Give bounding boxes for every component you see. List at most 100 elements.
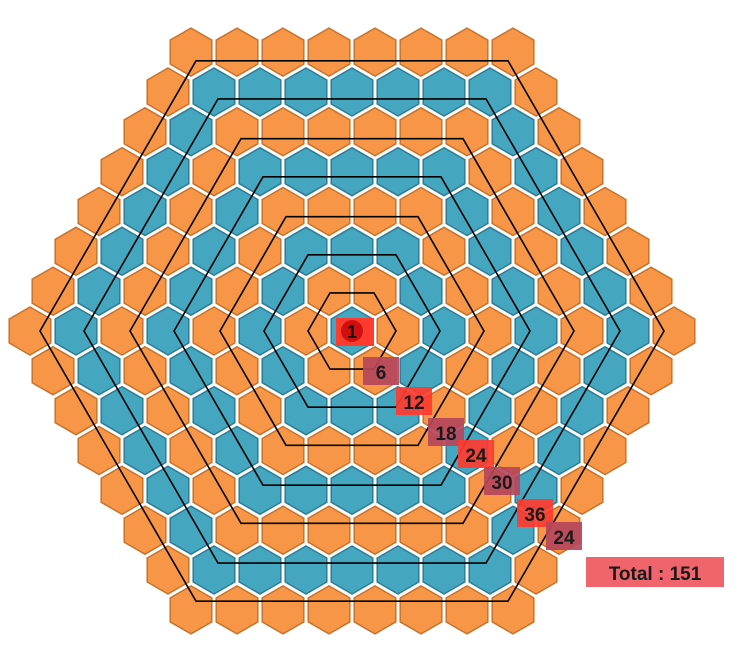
hex-cell [146, 67, 190, 117]
hex-cell [192, 465, 236, 516]
hex-cell [54, 306, 98, 356]
hex-cell [583, 266, 627, 317]
hex-cell [261, 585, 305, 635]
hex-cell [77, 186, 121, 237]
ring-label-30-text: 30 [491, 473, 512, 494]
hex-cell [307, 186, 351, 237]
hex-cell [192, 306, 236, 356]
ring-label-12-text: 12 [403, 393, 424, 414]
hex-cell [261, 27, 305, 77]
hex-cell [284, 385, 328, 436]
hex-cell [468, 226, 512, 277]
hex-cell [307, 345, 351, 396]
hex-cell [629, 266, 673, 317]
hex-cell [652, 306, 696, 356]
hex-cell [491, 585, 535, 635]
hex-cell [238, 545, 282, 595]
ring-label-6: 6 [363, 357, 399, 385]
ring-label-24-outer-box [546, 522, 582, 550]
hex-cell [100, 385, 144, 436]
hex-cell [376, 226, 420, 277]
hex-cell [284, 465, 328, 516]
hex-cell [353, 425, 397, 476]
hex-cell [422, 226, 466, 277]
ring-label-24-inner-text: 24 [465, 446, 487, 467]
hex-cell [169, 266, 213, 317]
hex-cell [537, 266, 581, 317]
hex-cell [353, 505, 397, 556]
hex-cell [31, 266, 75, 317]
ring-label-18: 18 [428, 418, 464, 446]
hex-cell [537, 345, 581, 396]
hex-cell [514, 146, 558, 197]
hex-cell [307, 27, 351, 77]
hex-cell [77, 425, 121, 476]
hex-cell [146, 545, 190, 595]
hex-cell [261, 106, 305, 157]
hex-cell [330, 545, 374, 595]
hex-cell [123, 266, 167, 317]
hex-cell [537, 425, 581, 476]
hex-cell [583, 186, 627, 237]
hex-cell [123, 186, 167, 237]
hex-cell [284, 226, 328, 277]
hex-cell [261, 505, 305, 556]
hex-cell [238, 385, 282, 436]
ring-outline-4 [173, 176, 531, 487]
ring-label-24-outer-text: 24 [553, 528, 575, 549]
hex-cell [77, 266, 121, 317]
hex-cell [169, 27, 213, 77]
ring-label-24-inner: 24 [458, 440, 494, 468]
total-label: Total : 151 [586, 557, 724, 587]
hex-cell [353, 106, 397, 157]
hex-cell [422, 545, 466, 595]
hex-cell [537, 106, 581, 157]
hex-cell [514, 385, 558, 436]
hex-cell [514, 306, 558, 356]
hex-cell [123, 106, 167, 157]
ring-label-36: 36 [517, 499, 553, 527]
hex-cell [307, 425, 351, 476]
ring-label-18-text: 18 [435, 424, 456, 445]
hex-cell [468, 306, 512, 356]
ring-label-6-box [363, 357, 399, 385]
hex-cell [399, 106, 443, 157]
hex-cell [146, 465, 190, 516]
hex-cell [583, 345, 627, 396]
ring-outline-5 [129, 137, 575, 525]
center-dot-icon [341, 320, 363, 342]
hex-cell [169, 345, 213, 396]
hex-cell [123, 505, 167, 556]
hex-cell [261, 186, 305, 237]
hex-cell [77, 345, 121, 396]
ring-outline-3 [219, 215, 485, 447]
hex-cell [238, 465, 282, 516]
hex-cell [514, 226, 558, 277]
hex-cell [468, 385, 512, 436]
hex-cell [169, 585, 213, 635]
hex-cell [422, 465, 466, 516]
hex-cell [445, 345, 489, 396]
hex-cell [330, 226, 374, 277]
hex-cell [169, 106, 213, 157]
hex-cell [353, 186, 397, 237]
hex-cell [445, 585, 489, 635]
ring-label-30: 30 [484, 467, 520, 495]
hex-cell [307, 266, 351, 317]
hex-cell [238, 226, 282, 277]
hex-cell [537, 186, 581, 237]
hex-cell [307, 585, 351, 635]
hex-cell [560, 146, 604, 197]
ring-outline-7 [39, 59, 665, 603]
ring-label-6-text: 6 [376, 363, 387, 384]
hex-cell [399, 505, 443, 556]
hex-cell [468, 146, 512, 197]
hex-cell [284, 545, 328, 595]
hex-cell [330, 465, 374, 516]
hex-cell [376, 67, 420, 117]
hex-cell [560, 306, 604, 356]
hex-cell [330, 67, 374, 117]
hex-cell [284, 306, 328, 356]
hex-cell [560, 226, 604, 277]
ring-label-12-box [396, 387, 432, 415]
